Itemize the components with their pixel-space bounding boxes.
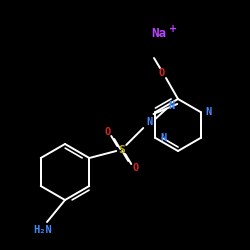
Text: O: O bbox=[104, 127, 110, 137]
Text: N: N bbox=[146, 117, 152, 127]
Text: H₂N: H₂N bbox=[34, 225, 52, 235]
Text: N: N bbox=[160, 133, 167, 143]
Text: O: O bbox=[132, 163, 138, 173]
Text: S: S bbox=[118, 145, 124, 155]
Text: Na: Na bbox=[151, 27, 166, 40]
Text: O: O bbox=[159, 68, 165, 78]
Text: N: N bbox=[206, 107, 212, 117]
Text: +: + bbox=[169, 24, 177, 34]
Text: N: N bbox=[168, 101, 174, 111]
